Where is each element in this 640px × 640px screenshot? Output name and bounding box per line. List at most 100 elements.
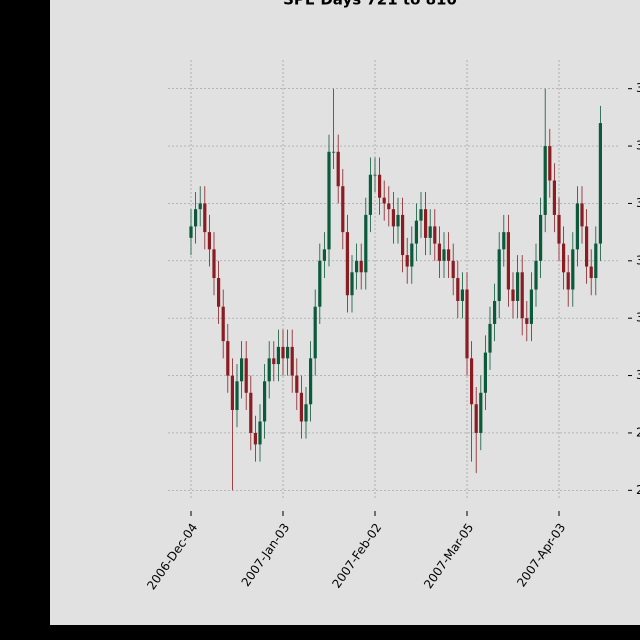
- candle-body: [520, 272, 524, 319]
- candle-body: [419, 209, 423, 221]
- candle-body: [226, 341, 230, 376]
- candle-body: [189, 226, 193, 238]
- candle-body: [364, 214, 368, 273]
- candle-body: [207, 232, 211, 250]
- candle-body: [511, 289, 515, 301]
- candle-body: [589, 266, 593, 279]
- candle-body: [290, 346, 294, 376]
- candle-body: [217, 278, 221, 307]
- candle-body: [194, 209, 198, 227]
- candle-body: [341, 186, 345, 233]
- candle-body: [479, 392, 483, 433]
- candle-body: [575, 203, 579, 250]
- candle-body: [502, 232, 506, 250]
- candle-body: [318, 260, 322, 307]
- candle-body: [460, 289, 464, 301]
- candle-body: [571, 249, 575, 290]
- candle-body: [594, 243, 598, 279]
- candle-body: [276, 346, 280, 365]
- candle-body: [525, 318, 529, 324]
- candle-body: [451, 260, 455, 279]
- candle-body: [534, 260, 538, 290]
- candle-body: [447, 249, 451, 261]
- candle-body: [437, 243, 441, 261]
- candle-body: [355, 260, 359, 273]
- candle-body: [263, 381, 267, 422]
- candle-body: [539, 214, 543, 261]
- candle-body: [345, 232, 349, 296]
- candle-body: [267, 358, 271, 382]
- candle-body: [598, 123, 602, 244]
- candle-body: [359, 260, 363, 273]
- candle-body: [483, 352, 487, 393]
- y-tick-label: 3: [636, 253, 640, 267]
- candle-body: [428, 226, 432, 238]
- candle-body: [240, 358, 244, 382]
- candle-body: [304, 404, 308, 422]
- candle-body: [313, 306, 317, 359]
- candle-body: [272, 358, 276, 365]
- candle-body: [405, 255, 409, 267]
- chart-title: SPE Days 721 to 810: [283, 0, 457, 9]
- candle-body: [529, 289, 533, 324]
- candle-body: [373, 174, 377, 176]
- bottom-bar: [0, 625, 640, 640]
- candle-body: [322, 249, 326, 261]
- candle-body: [585, 226, 589, 267]
- candle-body: [295, 375, 299, 393]
- y-tick-label: 2: [636, 425, 640, 439]
- candle-body: [562, 243, 566, 273]
- candle-body: [543, 146, 547, 215]
- candle-body: [470, 358, 474, 405]
- candle-body: [396, 214, 400, 227]
- candle-body: [258, 421, 262, 445]
- candle-body: [552, 180, 556, 215]
- candle-body: [235, 381, 239, 410]
- candle-body: [516, 272, 520, 301]
- candle-body: [309, 358, 313, 405]
- candle-body: [497, 249, 501, 301]
- candle-body: [368, 174, 372, 215]
- candle-body: [286, 346, 290, 359]
- candle-body: [401, 214, 405, 256]
- candle-body: [493, 300, 497, 324]
- candle-body: [580, 203, 584, 227]
- candle-body: [424, 209, 428, 238]
- candle-body: [488, 323, 492, 353]
- y-tick-label: 3: [636, 81, 640, 95]
- candle-body: [382, 197, 386, 204]
- candle-body: [221, 306, 225, 342]
- candle-body: [299, 392, 303, 422]
- candle-body: [557, 214, 561, 244]
- candle-body: [378, 174, 382, 198]
- candle-body: [506, 232, 510, 290]
- candle-body: [212, 249, 216, 279]
- candle-body: [336, 151, 340, 187]
- candle-body: [465, 289, 469, 359]
- candle-body: [230, 375, 234, 410]
- y-tick-label: 2: [636, 483, 640, 497]
- candle-body: [203, 203, 207, 233]
- figure-background: [50, 0, 640, 625]
- candle-body: [350, 272, 354, 296]
- candle-body: [332, 151, 336, 153]
- candle-body: [244, 358, 248, 393]
- candle-body: [281, 346, 285, 359]
- candle-body: [327, 151, 331, 250]
- candle-body: [391, 209, 395, 227]
- candle-body: [548, 146, 552, 181]
- candle-body: [433, 226, 437, 244]
- y-tick-label: 3: [636, 196, 640, 210]
- candle-body: [474, 404, 478, 433]
- y-tick-label: 3: [636, 368, 640, 382]
- candle-body: [456, 278, 460, 301]
- y-tick-label: 3: [636, 139, 640, 153]
- candle-body: [198, 203, 202, 210]
- y-tick-label: 3: [636, 311, 640, 325]
- candle-body: [442, 249, 446, 261]
- candle-body: [387, 203, 391, 210]
- candle-body: [414, 220, 418, 244]
- candle-body: [253, 432, 257, 445]
